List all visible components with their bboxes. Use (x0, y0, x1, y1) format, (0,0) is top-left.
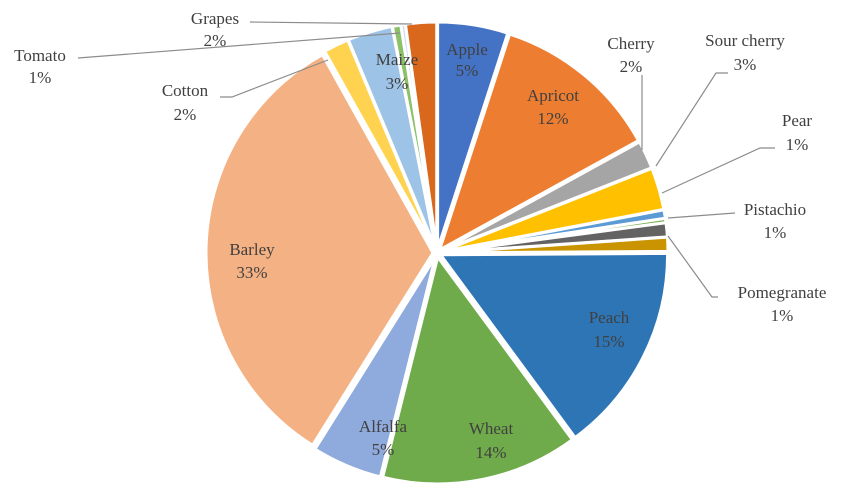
label-alfalfa: Alfalfa (359, 417, 408, 436)
label-wheat: Wheat (469, 419, 514, 438)
label-pear: Pear (782, 111, 813, 130)
label-barley: Barley (229, 240, 275, 259)
slice-peach (437, 251, 670, 440)
label-alfalfa-pct: 5% (372, 440, 395, 459)
label-cotton-pct: 2% (174, 105, 197, 124)
label-cherry-pct: 2% (620, 57, 643, 76)
label-sour-cherry: Sour cherry (705, 31, 785, 50)
slice-pomegranate (440, 235, 670, 255)
slice-apricot (436, 32, 641, 254)
label-pomegranate: Pomegranate (738, 283, 827, 302)
label-grapes-pct: 2% (204, 31, 227, 50)
leader-line-sour-cherry (655, 72, 728, 167)
slice-wheat (380, 253, 575, 486)
label-apple: Apple (446, 40, 488, 59)
label-pomegranate-pct: 1% (771, 306, 794, 325)
label-tomato-pct: 1% (29, 68, 52, 87)
label-pistachio-pct: 1% (764, 223, 787, 242)
leader-line-pomegranate (667, 235, 718, 298)
label-grapes: Grapes (191, 9, 239, 28)
label-peach-pct: 15% (593, 332, 624, 351)
leader-line-grapes (249, 21, 413, 25)
leader-line-cotton (220, 59, 329, 98)
label-apple-pct: 5% (456, 61, 479, 80)
pie-slices (204, 20, 670, 486)
leader-line-pear (661, 147, 775, 194)
label-apricot: Apricot (527, 86, 579, 105)
label-cotton: Cotton (162, 81, 209, 100)
label-wheat-pct: 14% (475, 443, 506, 462)
slice-alfalfa (312, 255, 437, 479)
label-pear-pct: 1% (786, 135, 809, 154)
leader-line-pistachio (667, 212, 736, 219)
label-peach: Peach (589, 308, 630, 327)
label-cherry: Cherry (607, 34, 655, 53)
leader-lines (77, 21, 775, 298)
leader-line-tomato (77, 32, 401, 59)
slice-barley (204, 52, 435, 448)
data-labels: Apple 5% Apricot 12% Cherry 2% Sour cher… (14, 9, 826, 462)
label-tomato: Tomato (14, 46, 66, 65)
label-barley-pct: 33% (236, 263, 267, 282)
label-maize: Maize (376, 50, 418, 69)
label-maize-pct: 3% (386, 74, 409, 93)
label-pistachio: Pistachio (744, 200, 806, 219)
label-sour-cherry-pct: 3% (734, 55, 757, 74)
label-apricot-pct: 12% (537, 109, 568, 128)
